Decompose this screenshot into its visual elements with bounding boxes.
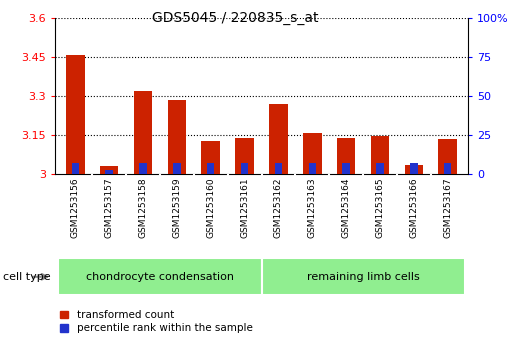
Bar: [438, 139, 457, 174]
Text: chondrocyte condensation: chondrocyte condensation: [86, 272, 234, 282]
Text: GSM1253160: GSM1253160: [206, 178, 215, 238]
Bar: [167, 100, 186, 174]
Bar: [72, 163, 79, 174]
Bar: [337, 138, 356, 174]
Bar: [371, 136, 389, 174]
Bar: [343, 163, 350, 174]
Text: GSM1253163: GSM1253163: [308, 178, 317, 238]
Text: GSM1253157: GSM1253157: [105, 178, 113, 238]
Bar: [207, 163, 214, 174]
Bar: [173, 163, 180, 174]
Bar: [377, 163, 384, 174]
Bar: [275, 163, 282, 174]
Text: GSM1253162: GSM1253162: [274, 178, 283, 238]
Bar: [309, 163, 316, 174]
Bar: [134, 91, 152, 174]
Text: GSM1253165: GSM1253165: [376, 178, 384, 238]
Bar: [235, 138, 254, 174]
Bar: [100, 167, 118, 174]
Text: cell type: cell type: [3, 272, 50, 282]
Text: GSM1253167: GSM1253167: [444, 178, 452, 238]
Bar: [262, 258, 465, 295]
Bar: [105, 170, 113, 174]
Bar: [410, 163, 418, 174]
Text: GSM1253166: GSM1253166: [410, 178, 418, 238]
Text: GSM1253159: GSM1253159: [173, 178, 181, 238]
Bar: [303, 133, 322, 174]
Bar: [444, 163, 451, 174]
Bar: [241, 163, 248, 174]
Legend: transformed count, percentile rank within the sample: transformed count, percentile rank withi…: [60, 310, 253, 333]
Text: GSM1253158: GSM1253158: [139, 178, 147, 238]
Bar: [58, 258, 262, 295]
Bar: [201, 141, 220, 174]
Text: GSM1253161: GSM1253161: [240, 178, 249, 238]
Text: remaining limb cells: remaining limb cells: [306, 272, 419, 282]
Bar: [139, 163, 146, 174]
Text: GDS5045 / 220835_s_at: GDS5045 / 220835_s_at: [152, 11, 319, 25]
Bar: [269, 104, 288, 174]
Text: GSM1253156: GSM1253156: [71, 178, 79, 238]
Bar: [66, 54, 85, 174]
Bar: [405, 165, 423, 174]
Text: GSM1253164: GSM1253164: [342, 178, 350, 238]
